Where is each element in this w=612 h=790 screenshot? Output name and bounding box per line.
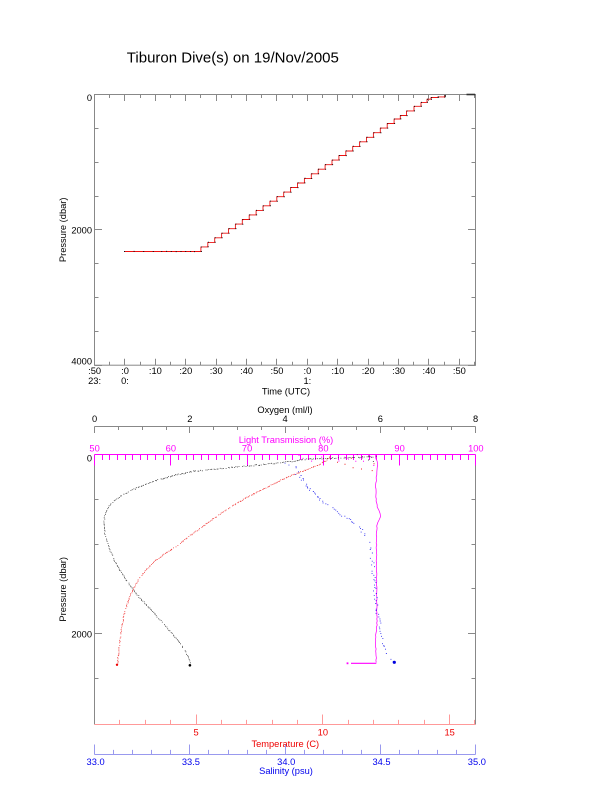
svg-text::50: :50 xyxy=(88,366,101,376)
svg-text::10: :10 xyxy=(331,366,344,376)
svg-text::50: :50 xyxy=(271,366,284,376)
svg-text:4: 4 xyxy=(283,414,288,424)
svg-text:Tiburon Dive(s) on 19/Nov/2005: Tiburon Dive(s) on 19/Nov/2005 xyxy=(127,50,339,67)
svg-text:2000: 2000 xyxy=(71,225,92,235)
svg-text:34.0: 34.0 xyxy=(277,757,295,767)
svg-text:90: 90 xyxy=(394,444,404,454)
svg-text:Pressure (dbar): Pressure (dbar) xyxy=(58,198,68,263)
svg-text::30: :30 xyxy=(392,366,405,376)
svg-text:Temperature (C): Temperature (C) xyxy=(251,739,319,749)
svg-text:4000: 4000 xyxy=(71,357,92,367)
svg-text:2: 2 xyxy=(187,414,192,424)
svg-text:0: 0 xyxy=(87,453,92,463)
svg-text::0: :0 xyxy=(121,366,129,376)
svg-text:8: 8 xyxy=(473,414,478,424)
svg-text:33.0: 33.0 xyxy=(87,757,105,767)
svg-text:0: 0 xyxy=(87,93,92,103)
svg-text:Light Transmission (%): Light Transmission (%) xyxy=(239,435,334,445)
svg-text::40: :40 xyxy=(240,366,253,376)
svg-text:15: 15 xyxy=(444,727,454,737)
svg-text:0: 0 xyxy=(92,414,97,424)
svg-text::50: :50 xyxy=(453,366,466,376)
svg-text:10: 10 xyxy=(318,727,328,737)
svg-text:34.5: 34.5 xyxy=(372,757,390,767)
svg-text:23:: 23: xyxy=(88,376,101,386)
svg-text:Salinity (psu): Salinity (psu) xyxy=(259,766,313,776)
svg-text:33.5: 33.5 xyxy=(182,757,200,767)
svg-text:2000: 2000 xyxy=(71,630,92,640)
svg-text:100: 100 xyxy=(468,444,484,454)
svg-text:6: 6 xyxy=(378,414,383,424)
svg-text:0:: 0: xyxy=(121,376,129,386)
svg-text:70: 70 xyxy=(242,444,252,454)
svg-text::40: :40 xyxy=(423,366,436,376)
svg-text:1:: 1: xyxy=(304,376,312,386)
svg-text:Oxygen (ml/l): Oxygen (ml/l) xyxy=(257,405,312,415)
svg-text::10: :10 xyxy=(149,366,162,376)
svg-text:5: 5 xyxy=(193,727,198,737)
svg-text::30: :30 xyxy=(210,366,223,376)
svg-text::0: :0 xyxy=(304,366,312,376)
svg-text:35.0: 35.0 xyxy=(468,757,486,767)
svg-text:50: 50 xyxy=(89,444,99,454)
svg-text:Time (UTC): Time (UTC) xyxy=(262,386,310,396)
svg-text::20: :20 xyxy=(179,366,192,376)
svg-text::20: :20 xyxy=(362,366,375,376)
svg-text:Pressure (dbar): Pressure (dbar) xyxy=(58,557,68,622)
svg-text:60: 60 xyxy=(166,444,176,454)
svg-text:80: 80 xyxy=(318,444,328,454)
